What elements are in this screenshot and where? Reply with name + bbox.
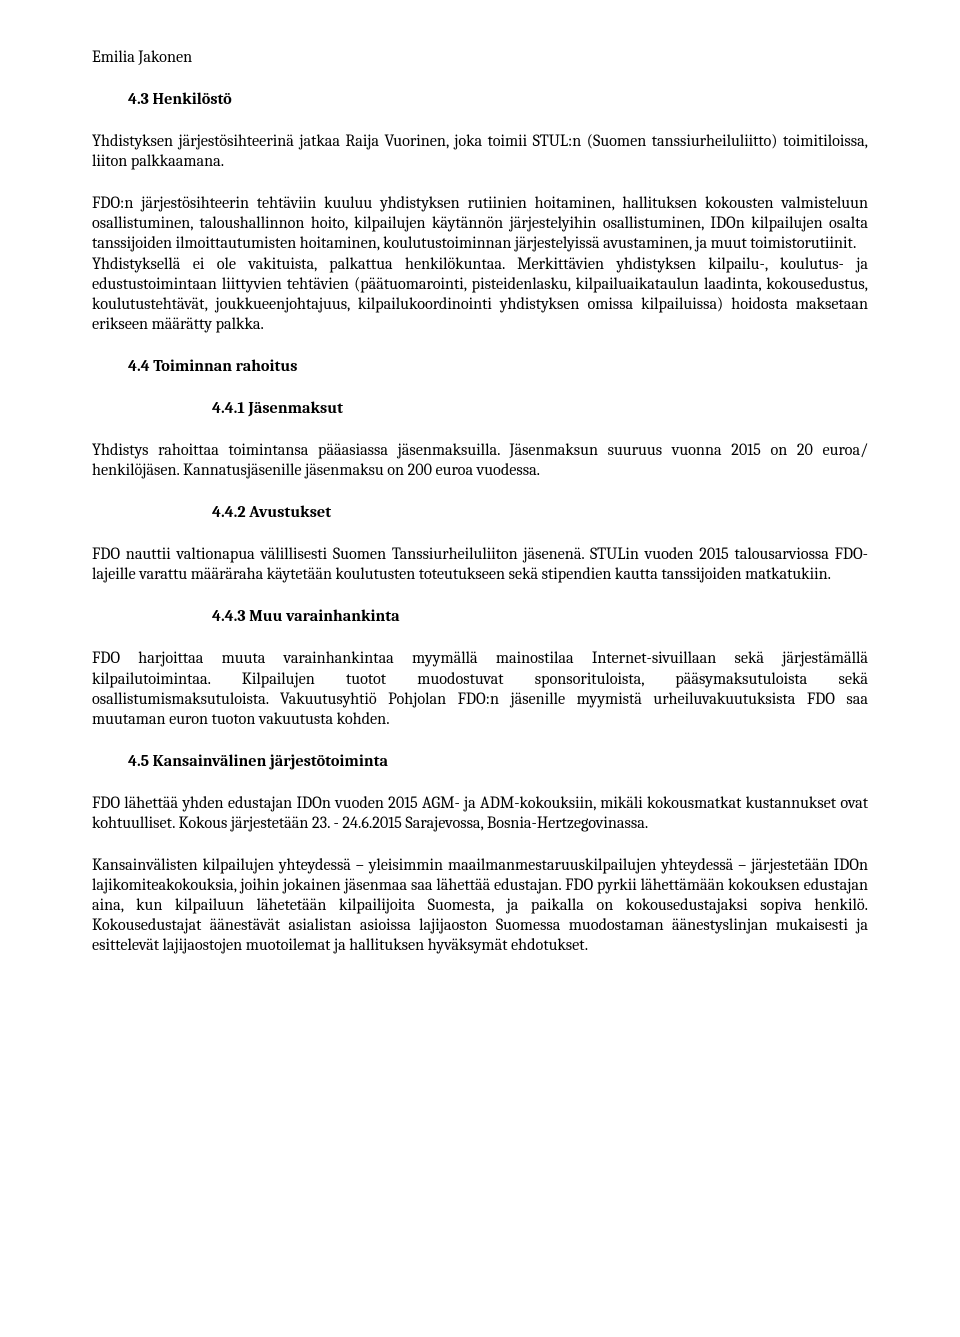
heading-4-3: 4.3 Henkilöstö	[128, 90, 868, 110]
heading-4-5: 4.5 Kansainvälinen järjestötoiminta	[128, 752, 868, 772]
heading-4-4: 4.4 Toiminnan rahoitus	[128, 357, 868, 377]
heading-4-4-3: 4.4.3 Muu varainhankinta	[212, 607, 868, 627]
paragraph: FDO harjoittaa muuta varainhankintaa myy…	[92, 649, 868, 729]
heading-4-4-2: 4.4.2 Avustukset	[212, 503, 868, 523]
paragraph: FDO nauttii valtionapua välillisesti Suo…	[92, 545, 868, 585]
paragraph: Yhdistyksellä ei ole vakituista, palkatt…	[92, 255, 868, 335]
paragraph: Yhdistys rahoittaa toimintansa pääasiass…	[92, 441, 868, 481]
paragraph: Kansainvälisten kilpailujen yhteydessä –…	[92, 856, 868, 956]
author-name: Emilia Jakonen	[92, 48, 868, 68]
page: Emilia Jakonen 4.3 Henkilöstö Yhdistykse…	[0, 0, 960, 1337]
paragraph: FDO:n järjestösihteerin tehtäviin kuuluu…	[92, 194, 868, 254]
paragraph: Yhdistyksen järjestösihteerinä jatkaa Ra…	[92, 132, 868, 172]
paragraph: FDO lähettää yhden edustajan IDOn vuoden…	[92, 794, 868, 834]
heading-4-4-1: 4.4.1 Jäsenmaksut	[212, 399, 868, 419]
